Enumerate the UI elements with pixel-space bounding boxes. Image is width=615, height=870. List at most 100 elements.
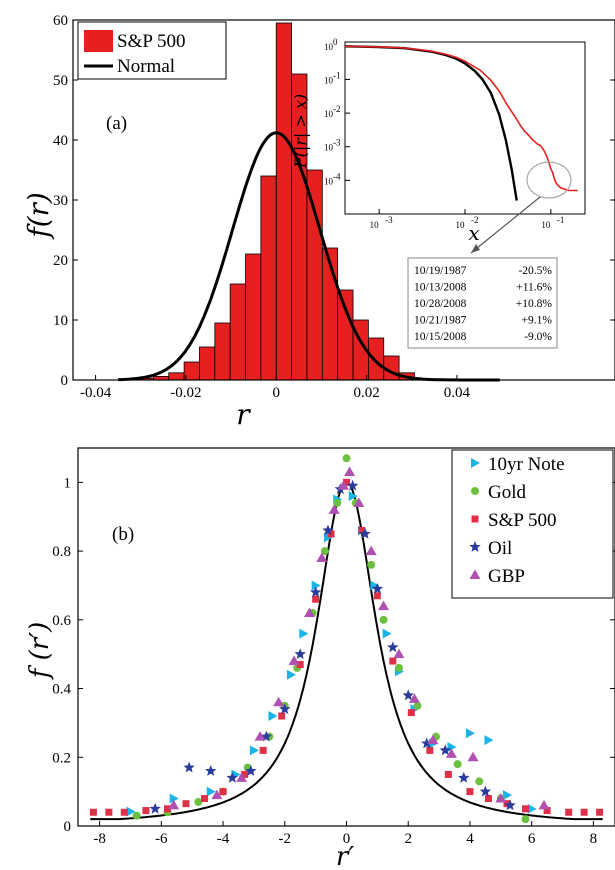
legend-marker-oil bbox=[469, 541, 481, 552]
point-oil bbox=[421, 737, 433, 749]
point-s-p-500 bbox=[312, 595, 320, 603]
point-gold bbox=[453, 760, 462, 769]
point-gbp bbox=[495, 793, 507, 803]
legend-label-10yr-note: 10yr Note bbox=[488, 454, 565, 475]
point-gbp bbox=[168, 799, 180, 810]
point-gbp bbox=[353, 497, 365, 507]
point-gbp bbox=[288, 655, 300, 666]
point-oil bbox=[504, 799, 516, 811]
point-gold bbox=[320, 547, 329, 556]
point-s-p-500 bbox=[241, 770, 249, 778]
y-tick-label: 60 bbox=[53, 13, 68, 29]
point-10yr-note bbox=[370, 580, 380, 591]
table-box bbox=[407, 257, 558, 349]
x-tick-label: 8 bbox=[590, 831, 598, 847]
point-gold bbox=[475, 777, 484, 786]
point-s-p-500 bbox=[164, 805, 171, 813]
point-s-p-500 bbox=[484, 795, 492, 803]
point-s-p-500 bbox=[444, 770, 452, 778]
annotation-arrowhead bbox=[471, 244, 480, 253]
panel-b-x-axis-label: r′ bbox=[336, 842, 354, 870]
point-oil bbox=[402, 689, 414, 701]
point-10yr-note bbox=[484, 735, 494, 746]
point-s-p-500 bbox=[373, 592, 381, 600]
extreme-returns-table: 10/19/1987 -20.5% 10/13/2008 +11.6% 10/28/20… bbox=[407, 257, 558, 349]
panel-a: f(r) r -0.04 -0.02 0 0.02 0.04 0102030405060… bbox=[22, 13, 615, 431]
legend-label-gold: Gold bbox=[488, 482, 527, 503]
histogram-bar bbox=[168, 372, 185, 381]
inset-y-tick-exponent: -2 bbox=[333, 104, 341, 114]
y-tick-label: 20 bbox=[53, 253, 68, 269]
point-oil bbox=[347, 479, 359, 491]
point-oil bbox=[359, 527, 371, 539]
histogram-bar bbox=[214, 322, 231, 381]
point-s-p-500 bbox=[389, 657, 397, 665]
point-oil bbox=[183, 761, 195, 773]
table-date: 10/13/2008 bbox=[414, 282, 467, 294]
point-s-p-500 bbox=[358, 526, 366, 534]
point-oil bbox=[479, 785, 492, 797]
y-tick-label: 1 bbox=[64, 475, 72, 491]
legend-marker-10yr-note bbox=[471, 458, 480, 468]
table-date: 10/28/2008 bbox=[414, 298, 467, 310]
point-10yr-note bbox=[268, 711, 278, 722]
point-gold bbox=[379, 615, 388, 624]
table-return: +9.1% bbox=[522, 315, 553, 327]
point-10yr-note bbox=[502, 790, 512, 801]
y-tick-label: 10 bbox=[53, 313, 68, 329]
point-s-p-500 bbox=[219, 788, 227, 796]
legend-swatch-sp500 bbox=[84, 30, 113, 52]
point-10yr-note bbox=[206, 786, 216, 797]
point-s-p-500 bbox=[426, 746, 434, 754]
point-gold bbox=[394, 663, 403, 672]
table-return: +11.6% bbox=[516, 282, 552, 294]
point-gbp bbox=[236, 772, 248, 782]
inset-x-tick-exponent: -2 bbox=[471, 215, 479, 225]
histogram-bar bbox=[229, 283, 246, 381]
point-10yr-note bbox=[286, 669, 296, 680]
table-return: -20.5% bbox=[518, 265, 552, 277]
histogram-bar bbox=[245, 253, 262, 381]
point-oil bbox=[205, 765, 217, 776]
point-oil bbox=[309, 586, 322, 598]
legend-marker-s-p-500 bbox=[471, 515, 479, 523]
table-date: 10/19/1987 bbox=[414, 265, 467, 277]
legend-label-s-p-500: S&P 500 bbox=[488, 510, 556, 531]
point-gold bbox=[194, 797, 203, 806]
x-tick-label: -0.02 bbox=[170, 385, 201, 401]
point-oil bbox=[387, 641, 399, 653]
x-tick-label: 2 bbox=[404, 831, 412, 847]
point-s-p-500 bbox=[142, 807, 150, 815]
x-tick-label: 4 bbox=[466, 831, 474, 847]
point-oil bbox=[371, 582, 384, 594]
panel-a-x-ticks: -0.04 -0.02 0 0.02 0.04 bbox=[80, 375, 471, 401]
point-gold bbox=[413, 701, 422, 710]
inset-sp500-line bbox=[344, 45, 578, 192]
table-return: -9.0% bbox=[524, 331, 552, 343]
histogram-bar bbox=[260, 175, 277, 381]
point-gbp bbox=[316, 552, 328, 562]
point-oil bbox=[458, 771, 470, 783]
inset-y-tick-label: 10 bbox=[324, 109, 334, 119]
y-tick-label: 0 bbox=[61, 373, 69, 389]
inset-tail-highlight bbox=[526, 161, 572, 199]
panel-b-x-ticks: -8 -6 -4 -2 0 2 4 6 8 bbox=[93, 821, 597, 847]
x-tick-label: 0 bbox=[273, 385, 281, 401]
point-s-p-500 bbox=[343, 478, 350, 486]
x-tick-label: 0.04 bbox=[444, 385, 471, 401]
point-gbp bbox=[303, 607, 315, 617]
point-s-p-500 bbox=[543, 807, 551, 815]
x-tick-label: 6 bbox=[528, 831, 536, 847]
point-10yr-note bbox=[527, 803, 537, 814]
point-s-p-500 bbox=[105, 808, 113, 816]
x-tick-label: -2 bbox=[279, 831, 292, 847]
point-10yr-note bbox=[249, 745, 259, 756]
point-oil bbox=[279, 703, 291, 714]
point-gbp bbox=[211, 789, 223, 800]
point-oil bbox=[294, 648, 306, 659]
point-gbp bbox=[365, 545, 377, 556]
point-s-p-500 bbox=[407, 709, 415, 717]
inset-x-tick-exponent: -3 bbox=[385, 215, 393, 225]
